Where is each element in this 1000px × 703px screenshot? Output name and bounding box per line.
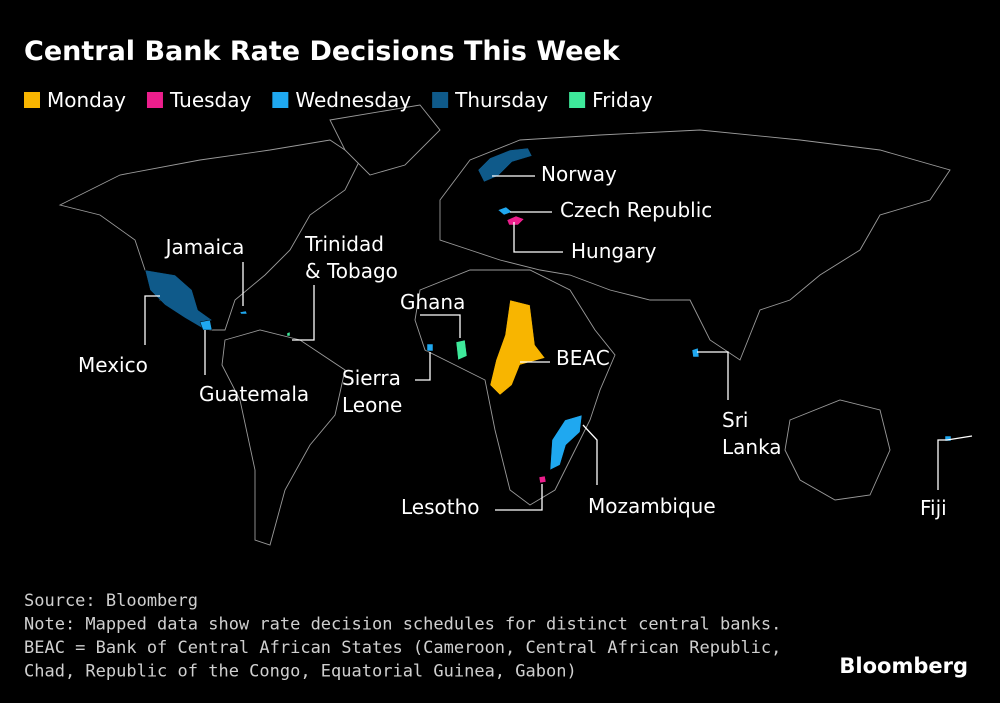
country-shape [199, 319, 213, 331]
legend-label: Tuesday [169, 88, 252, 112]
legend-label: Monday [47, 88, 126, 112]
country-label: & Tobago [305, 259, 398, 283]
country-shape [426, 343, 434, 352]
leader-line [582, 424, 598, 485]
country-label: Norway [541, 162, 617, 186]
country-label: Mexico [78, 353, 148, 377]
footer-line: Note: Mapped data show rate decision sch… [24, 615, 781, 635]
country-shape [538, 475, 547, 484]
footer-line: Source: Bloomberg [24, 591, 198, 611]
leader-line [292, 285, 315, 341]
legend: Monday Tuesday Wednesday Thursday Friday [24, 88, 653, 112]
country-shape [455, 339, 468, 361]
leader-line [420, 314, 461, 338]
landmass [439, 129, 951, 361]
country-shape [549, 414, 583, 471]
legend-label: Friday [592, 88, 653, 112]
landmass [329, 104, 441, 176]
title: Central Bank Rate Decisions This Week [24, 36, 621, 67]
legend-swatch [569, 92, 586, 108]
country-label: Sierra [342, 366, 401, 390]
country-labels: Norway Czech Republic Hungary Jamaica Trinid… [78, 162, 947, 520]
footer: Source: Bloomberg Note: Mapped data show … [24, 591, 781, 682]
country-shape [691, 347, 700, 358]
leader-line [144, 295, 160, 345]
legend-swatch [432, 92, 449, 108]
leader-line [937, 435, 973, 490]
leader-line [415, 352, 431, 381]
leader-line [495, 484, 543, 511]
country-shape [489, 299, 546, 396]
country-label: Sri [722, 408, 748, 432]
country-label: BEAC [556, 346, 610, 370]
leader-lines [144, 175, 973, 511]
country-label: Mozambique [588, 494, 716, 518]
country-label: Trinidad [304, 232, 384, 256]
country-shape [286, 331, 291, 337]
country-shape [477, 147, 533, 183]
footer-line: Chad, Republic of the Congo, Equatorial … [24, 662, 577, 682]
country-label: Leone [342, 393, 402, 417]
country-label: Fiji [920, 496, 947, 520]
legend-label: Wednesday [295, 88, 411, 112]
world-map [58, 104, 951, 546]
landmass [784, 399, 891, 501]
highlighted-countries [144, 147, 952, 484]
legend-swatch [146, 92, 163, 108]
leader-line [513, 222, 563, 253]
country-label: Guatemala [199, 382, 309, 406]
brand-logo: Bloomberg [839, 654, 968, 678]
legend-label: Thursday [454, 88, 548, 112]
country-label: Ghana [400, 290, 465, 314]
country-label: Hungary [571, 239, 657, 263]
country-shape [506, 215, 525, 226]
footer-line: BEAC = Bank of Central African States (C… [24, 638, 781, 658]
landmass [221, 329, 346, 546]
country-label: Lesotho [401, 495, 480, 519]
country-label: Lanka [722, 435, 782, 459]
legend-swatch [272, 92, 289, 108]
leader-line [697, 351, 729, 400]
country-label: Czech Republic [560, 198, 712, 222]
country-label: Jamaica [164, 235, 245, 259]
country-shape [239, 310, 248, 315]
legend-swatch [24, 92, 40, 108]
